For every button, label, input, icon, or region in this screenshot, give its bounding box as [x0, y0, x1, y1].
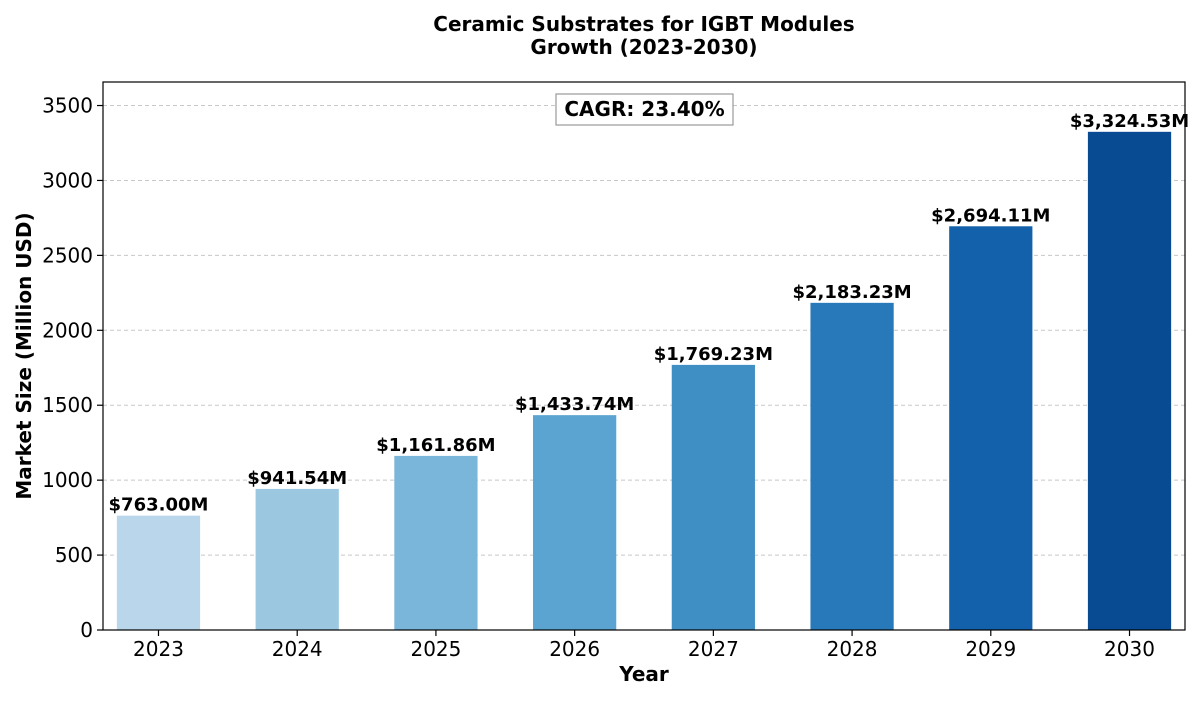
bars [116, 131, 1172, 630]
x-tick-label-2026: 2026 [549, 637, 600, 661]
x-tick-label-2027: 2027 [688, 637, 739, 661]
value-label-2029: $2,694.11M [931, 205, 1050, 226]
value-label-2027: $1,769.23M [654, 344, 773, 365]
x-tick-label-2029: 2029 [965, 637, 1016, 661]
value-labels: $763.00M $941.54M $1,161.86M $1,433.74M $1,7… [109, 111, 1190, 516]
x-tick-label-2024: 2024 [272, 637, 323, 661]
x-tick-label-2025: 2025 [410, 637, 461, 661]
y-tick-label: 3500 [42, 94, 93, 118]
bar-2029 [949, 226, 1033, 630]
x-tick-label-2030: 2030 [1104, 637, 1155, 661]
y-tick-label: 3000 [42, 168, 93, 192]
y-axis-label: Market Size (Million USD) [12, 212, 36, 499]
x-axis-label: Year [618, 662, 669, 686]
bar-2026 [533, 415, 617, 630]
value-label-2030: $3,324.53M [1070, 111, 1189, 132]
y-tick-label: 1500 [42, 393, 93, 417]
x-tick-label-2028: 2028 [827, 637, 878, 661]
value-label-2023: $763.00M [109, 495, 209, 516]
bar-2023 [116, 515, 201, 630]
y-tick-label: 0 [80, 618, 93, 642]
x-tick-label-2023: 2023 [133, 637, 184, 661]
x-axis-ticks: 2023 2024 2025 2026 2027 2028 2029 2030 [133, 630, 1155, 661]
value-label-2028: $2,183.23M [792, 282, 911, 303]
cagr-annotation-box [555, 93, 734, 126]
bar-2030 [1087, 131, 1172, 630]
bar-2024 [255, 488, 339, 630]
y-axis-ticks: 0 500 1000 1500 2000 2500 3000 3500 [42, 94, 103, 642]
y-tick-label: 2500 [42, 243, 93, 267]
value-label-2026: $1,433.74M [515, 394, 634, 415]
y-tick-label: 500 [55, 543, 93, 567]
y-tick-label: 2000 [42, 318, 93, 342]
bar-2028 [810, 302, 894, 630]
cagr-annotation: CAGR: 23.40% [564, 97, 724, 121]
bar-2025 [394, 455, 478, 630]
chart-title-line-2: Growth (2023-2030) [530, 35, 757, 59]
bar-2027 [671, 364, 755, 630]
y-tick-label: 1000 [42, 468, 93, 492]
value-label-2025: $1,161.86M [376, 435, 495, 456]
chart-title-line-1: Ceramic Substrates for IGBT Modules [433, 12, 854, 36]
value-label-2024: $941.54M [247, 468, 347, 489]
plot-frame [102, 81, 1186, 631]
